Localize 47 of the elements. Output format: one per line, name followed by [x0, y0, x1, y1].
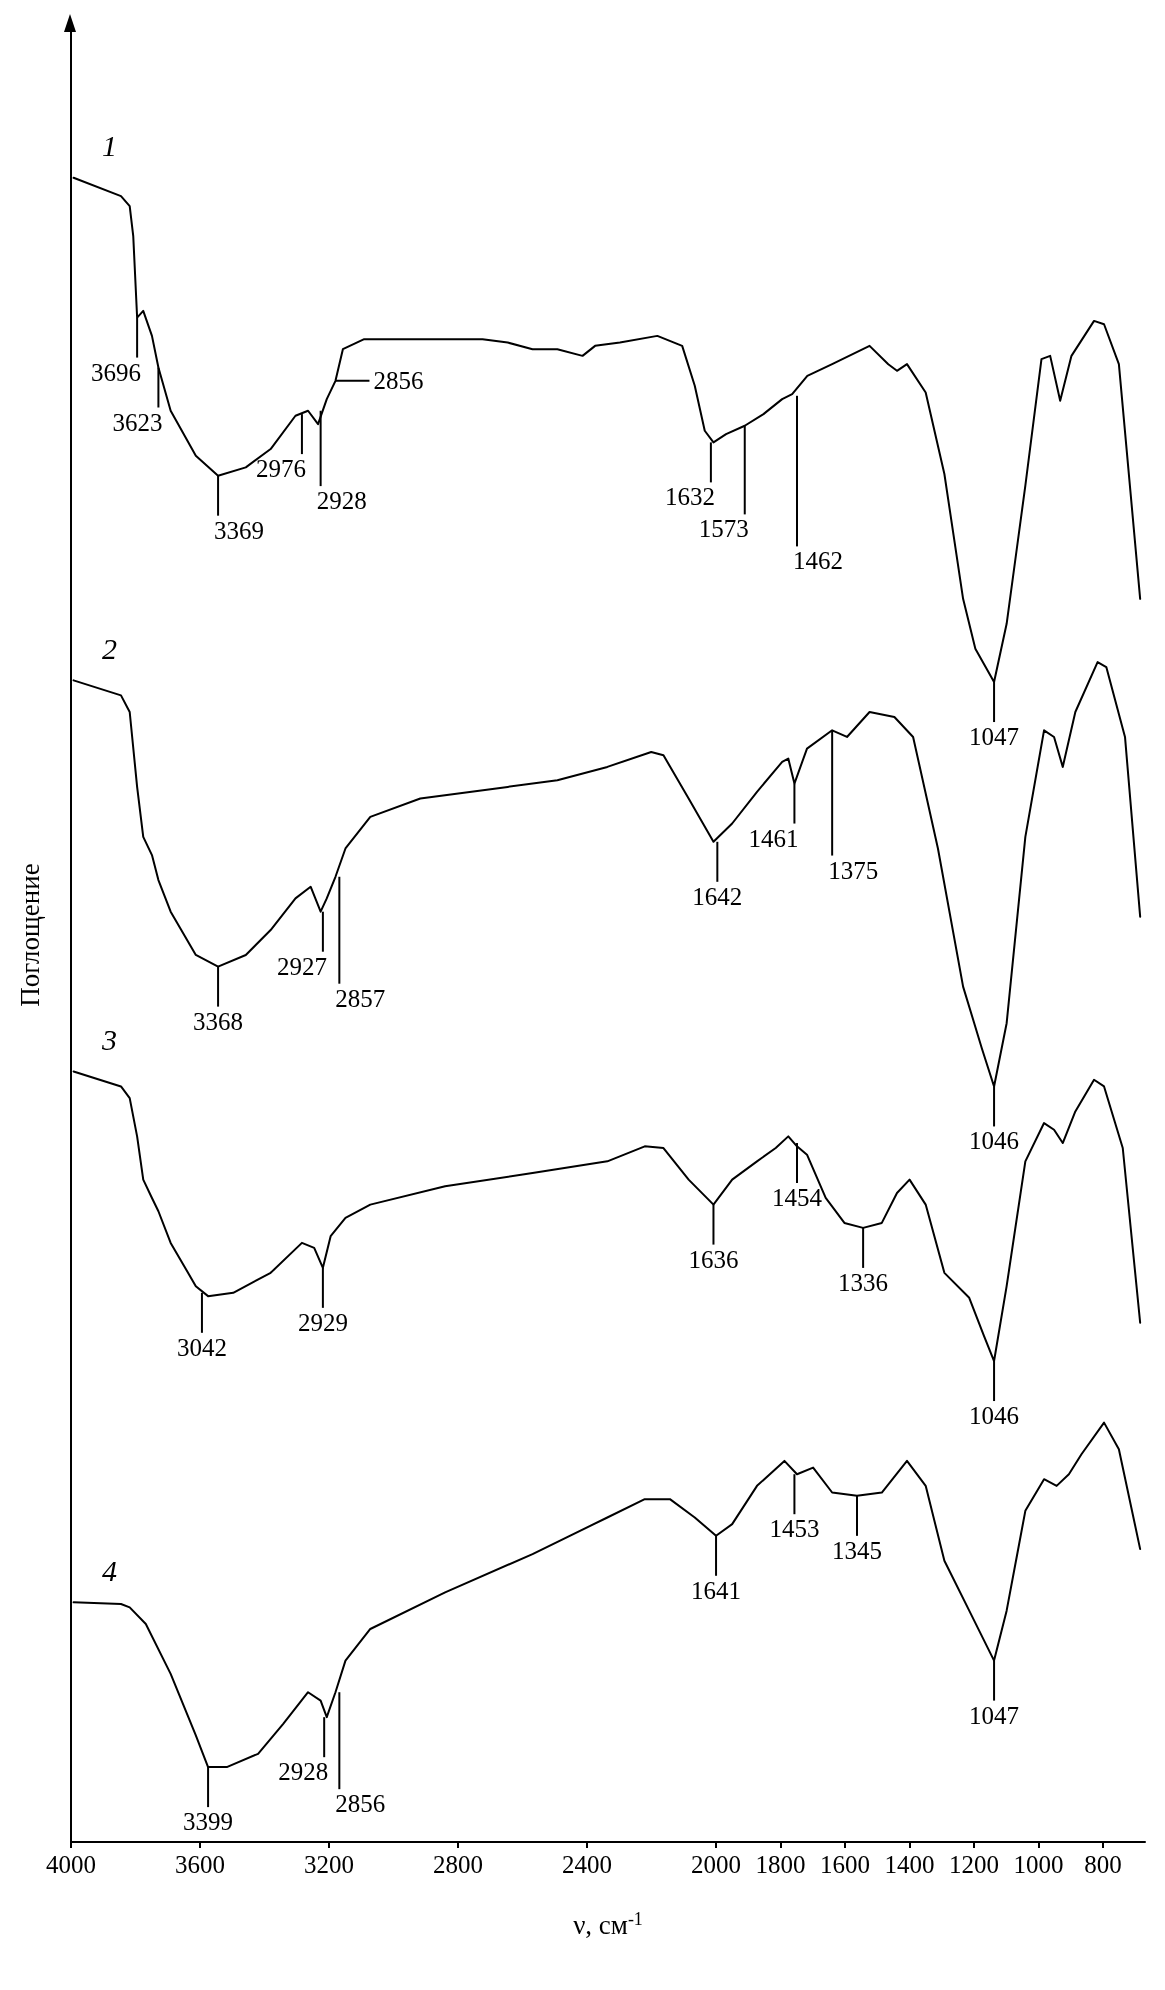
- annotation: 1642: [692, 882, 743, 910]
- annotation: 2856: [335, 1790, 386, 1818]
- x-tick-label: 3600: [175, 1851, 226, 1878]
- annotation: 3399: [183, 1808, 234, 1836]
- annotation: 1046: [969, 1127, 1020, 1155]
- annotation: 2928: [316, 487, 367, 515]
- annotation: 2856: [373, 367, 424, 395]
- annotation: 1046: [969, 1402, 1020, 1430]
- annotation: 1345: [831, 1536, 882, 1564]
- annotation: 3042: [176, 1333, 227, 1361]
- annotation: 1461: [748, 824, 799, 852]
- annotation: 3623: [112, 408, 163, 436]
- annotation: 1047: [969, 723, 1020, 751]
- x-tick-label: 3200: [304, 1851, 355, 1878]
- x-tick-label: 1000: [1013, 1851, 1064, 1878]
- x-tick-label: 1800: [755, 1851, 806, 1878]
- annotation: 1573: [698, 515, 749, 543]
- series-label: 2: [102, 631, 118, 665]
- annotation: 2857: [335, 984, 386, 1012]
- annotation: 2976: [255, 455, 306, 483]
- x-tick-label: 1200: [949, 1851, 1000, 1878]
- x-tick-label: 2400: [562, 1851, 613, 1878]
- annotation: 3368: [193, 1007, 244, 1035]
- annotation: 1636: [688, 1245, 739, 1273]
- annotation: 1454: [772, 1184, 823, 1212]
- annotation: 3696: [91, 358, 142, 386]
- annotation: 2929: [297, 1308, 348, 1336]
- annotation: 2927: [276, 952, 327, 980]
- annotation: 3369: [214, 516, 265, 544]
- x-tick-label: 800: [1084, 1851, 1122, 1878]
- x-tick-label: 4000: [46, 1851, 96, 1878]
- x-tick-label: 2000: [691, 1851, 742, 1878]
- x-tick-label: 2800: [433, 1851, 484, 1878]
- annotation: 1336: [838, 1268, 889, 1296]
- annotation: 1641: [691, 1576, 742, 1604]
- annotation: 1375: [828, 856, 879, 884]
- annotation: 2928: [278, 1758, 329, 1786]
- x-tick-label: 1400: [884, 1851, 935, 1878]
- series-label: 4: [102, 1553, 118, 1587]
- series-label: 1: [102, 129, 118, 163]
- series-label: 3: [101, 1022, 118, 1056]
- x-tick-label: 1600: [820, 1851, 871, 1878]
- y-axis-title: Поглощение: [14, 863, 45, 1007]
- annotation: 1462: [793, 547, 843, 575]
- annotation: 1453: [769, 1515, 820, 1543]
- annotation: 1632: [664, 483, 715, 511]
- annotation: 1047: [969, 1701, 1020, 1729]
